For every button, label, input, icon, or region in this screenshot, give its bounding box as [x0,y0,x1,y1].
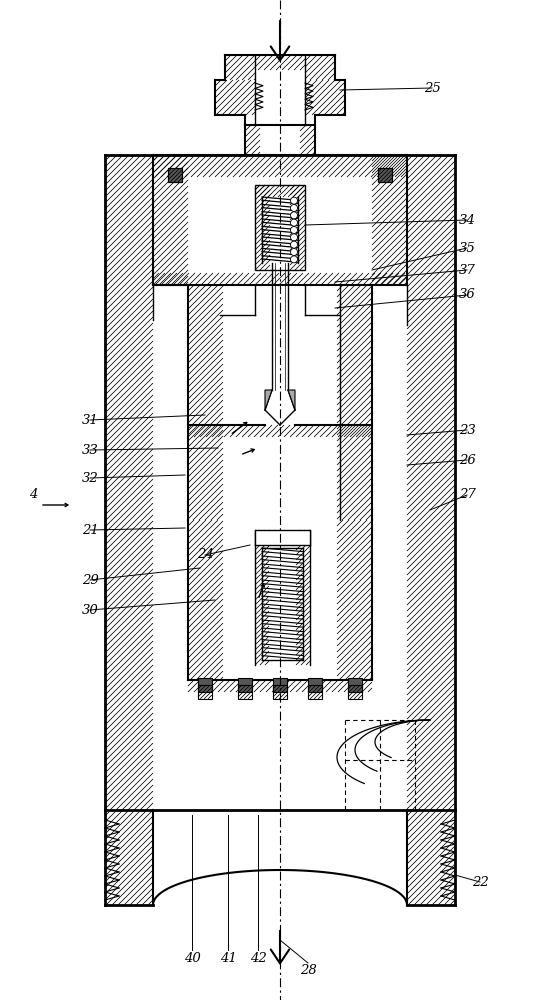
Bar [198,685,212,699]
Circle shape [291,205,297,212]
Text: 4: 4 [29,488,37,502]
Circle shape [291,241,297,248]
Text: 21: 21 [82,524,99,536]
Circle shape [291,219,297,226]
Circle shape [291,248,297,255]
Text: 33: 33 [82,444,99,456]
Circle shape [291,197,297,204]
Circle shape [291,256,297,263]
Text: 36: 36 [459,288,475,302]
Text: 30: 30 [82,603,99,616]
Text: 40: 40 [184,952,200,964]
Text: 25: 25 [423,82,440,95]
Text: 29: 29 [82,574,99,586]
Bar [308,685,322,699]
Bar [255,530,310,545]
Bar [238,685,252,699]
Text: 27: 27 [459,488,475,502]
FancyBboxPatch shape [198,678,212,692]
FancyBboxPatch shape [378,168,392,182]
Bar [273,685,287,699]
Text: 41: 41 [220,952,236,964]
Text: 35: 35 [459,241,475,254]
Bar [255,185,305,270]
FancyBboxPatch shape [168,168,182,182]
Text: 28: 28 [300,964,316,976]
Text: 24: 24 [197,548,213,562]
FancyBboxPatch shape [308,678,322,692]
Text: 22: 22 [472,876,488,888]
Bar [378,168,392,182]
Text: 32: 32 [82,472,99,485]
Circle shape [291,227,297,233]
Circle shape [291,212,297,219]
Text: 34: 34 [459,214,475,227]
Bar [348,685,362,699]
Text: 42: 42 [250,952,267,964]
Text: 23: 23 [459,424,475,436]
FancyBboxPatch shape [348,678,362,692]
Circle shape [291,234,297,241]
Text: 37: 37 [459,263,475,276]
Polygon shape [265,390,272,410]
Polygon shape [288,390,295,410]
Bar [168,168,182,182]
FancyBboxPatch shape [238,678,252,692]
Text: 26: 26 [459,454,475,466]
Text: 31: 31 [82,414,99,426]
FancyBboxPatch shape [273,678,287,692]
